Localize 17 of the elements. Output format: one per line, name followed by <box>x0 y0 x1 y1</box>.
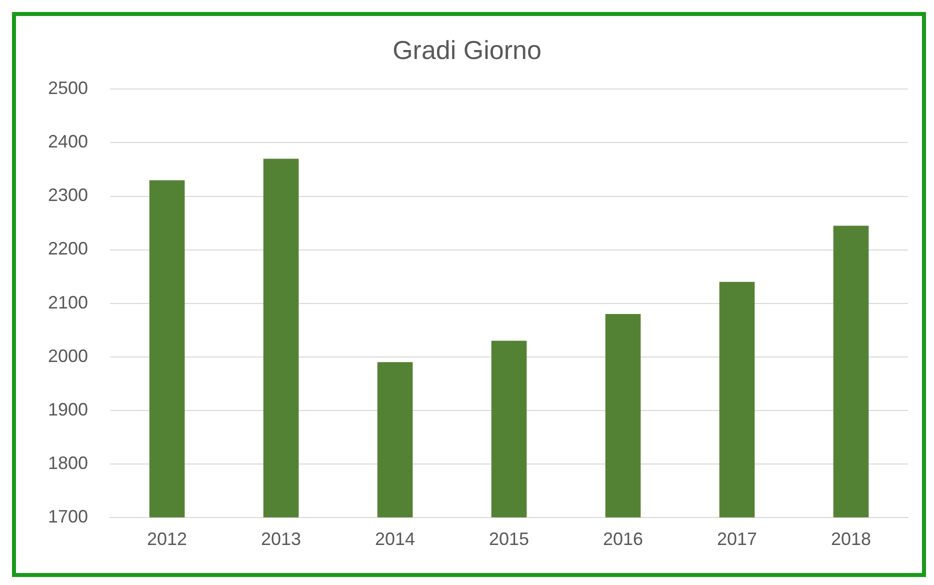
y-tick-label: 2300 <box>48 185 88 206</box>
x-tick-label: 2013 <box>261 529 302 550</box>
x-tick-label: 2012 <box>147 529 188 550</box>
y-tick-label: 2400 <box>48 132 88 152</box>
x-tick-label: 2018 <box>830 529 872 550</box>
y-tick-label: 2100 <box>48 292 88 312</box>
y-tick-label: 2500 <box>48 78 88 98</box>
x-tick-label: 2014 <box>375 529 416 550</box>
y-tick-label: 1800 <box>48 452 88 473</box>
y-tick-label: 1700 <box>48 506 88 526</box>
x-tick-label: 2017 <box>716 529 758 550</box>
y-tick-label: 2200 <box>48 238 88 259</box>
chart-title: Gradi Giorno <box>392 34 542 65</box>
y-tick-label: 2000 <box>48 346 88 366</box>
y-tick-label: 1900 <box>48 399 88 420</box>
x-tick-label: 2016 <box>602 529 644 550</box>
x-tick-label: 2015 <box>489 529 530 550</box>
